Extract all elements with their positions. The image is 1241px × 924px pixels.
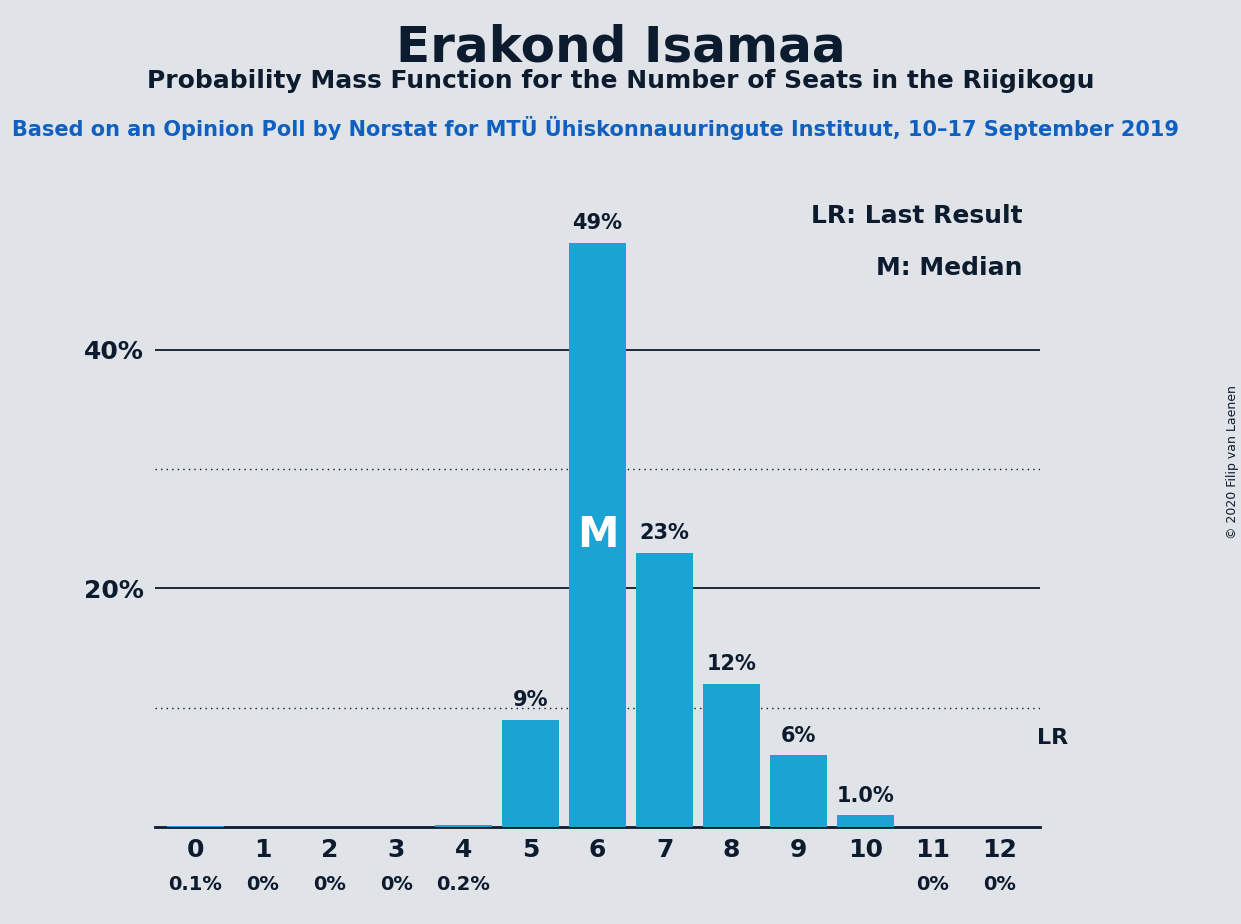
Bar [637, 553, 692, 827]
Text: LR: LR [1036, 727, 1067, 748]
Text: 0%: 0% [916, 875, 949, 894]
Text: 6%: 6% [781, 726, 817, 746]
Text: 0.1%: 0.1% [169, 875, 222, 894]
Text: Erakond Isamaa: Erakond Isamaa [396, 23, 845, 71]
Text: M: M [577, 514, 618, 555]
Text: 0%: 0% [380, 875, 413, 894]
Text: 23%: 23% [639, 523, 690, 543]
Text: 49%: 49% [572, 213, 623, 233]
Bar [704, 684, 759, 827]
Text: 12%: 12% [706, 654, 757, 675]
Text: 0%: 0% [313, 875, 346, 894]
Bar [166, 826, 223, 827]
Text: Probability Mass Function for the Number of Seats in the Riigikogu: Probability Mass Function for the Number… [146, 69, 1095, 93]
Bar [838, 815, 895, 827]
Text: 0%: 0% [983, 875, 1016, 894]
Text: Based on an Opinion Poll by Norstat for MTÜ Ühiskonnauuringute Instituut, 10–17 : Based on an Opinion Poll by Norstat for … [12, 116, 1179, 140]
Text: 0.2%: 0.2% [437, 875, 490, 894]
Text: 0%: 0% [246, 875, 279, 894]
Text: 9%: 9% [513, 690, 549, 710]
Bar [570, 242, 625, 827]
Bar [436, 824, 491, 827]
Text: 1.0%: 1.0% [836, 785, 895, 806]
Text: © 2020 Filip van Laenen: © 2020 Filip van Laenen [1226, 385, 1239, 539]
Text: M: Median: M: Median [876, 256, 1023, 280]
Bar [771, 756, 828, 827]
Text: LR: Last Result: LR: Last Result [810, 204, 1023, 227]
Bar [503, 720, 558, 827]
